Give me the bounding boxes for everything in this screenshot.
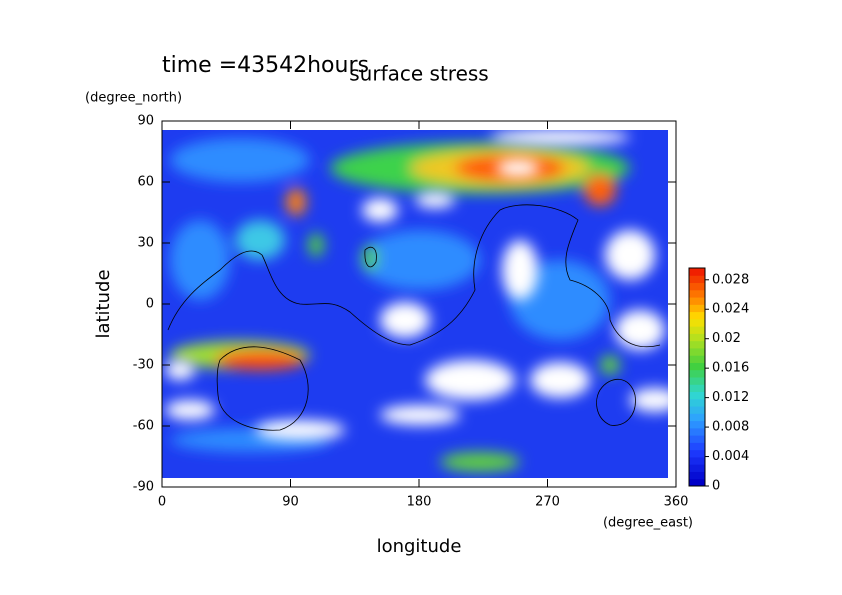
colorbar-band — [689, 406, 705, 414]
colorbar-band — [689, 398, 705, 407]
colorbar-band — [689, 282, 705, 291]
colorbar-band — [689, 413, 705, 422]
y-tick-label: -90 — [133, 480, 154, 495]
colorbar-band — [689, 347, 705, 356]
colorbar-band — [689, 311, 705, 320]
colorbar-band — [689, 355, 705, 363]
colorbar-tick-label: 0.016 — [712, 361, 749, 376]
colorbar-band — [689, 268, 705, 276]
colorbar-tick-label: 0.02 — [712, 331, 741, 346]
colorbar-band — [689, 326, 705, 334]
x-tick-label: 0 — [158, 495, 166, 510]
colorbar-band — [689, 420, 705, 429]
colorbar-band — [689, 289, 705, 298]
colorbar-tick-label: 0.008 — [712, 420, 749, 435]
colorbar-band — [689, 442, 705, 451]
colorbar-band — [689, 369, 705, 378]
colorbar-frame — [688, 267, 706, 487]
y-tick-label: -30 — [133, 358, 154, 373]
subtitle: time =43542hours — [162, 53, 369, 78]
colorbar-band — [689, 304, 705, 313]
x-axis-label: longitude — [377, 536, 462, 557]
x-tick-label: 180 — [407, 495, 432, 510]
chart-title: surface stress — [349, 62, 488, 86]
colorbar-tick-label: 0.028 — [712, 272, 749, 287]
colorbar-band — [689, 377, 705, 385]
colorbar-band — [689, 275, 705, 284]
y-axis-label: latitude — [93, 269, 114, 338]
colorbar-band — [689, 456, 705, 465]
y-tick-label: 60 — [137, 175, 154, 190]
colorbar-tick-label: 0 — [712, 479, 720, 494]
colorbar-band — [689, 340, 705, 349]
x-tick-label: 90 — [282, 495, 299, 510]
colorbar-tick-label: 0.024 — [712, 302, 749, 317]
x-unit: (degree_east) — [603, 516, 693, 531]
y-unit: (degree_north) — [85, 91, 182, 106]
x-tick-label: 270 — [535, 495, 560, 510]
y-tick-label: 90 — [137, 114, 154, 129]
colorbar-band — [689, 449, 705, 458]
colorbar-band — [689, 318, 705, 327]
y-tick-label: 0 — [146, 297, 154, 312]
y-tick-label: 30 — [137, 236, 154, 251]
colorbar-band — [689, 384, 705, 393]
colorbar-band — [689, 362, 705, 371]
colorbar-band — [689, 435, 705, 443]
colorbar-tick-label: 0.004 — [712, 449, 749, 464]
colorbar-band — [689, 478, 705, 487]
colorbar-band — [689, 464, 705, 472]
colorbar-tick-label: 0.012 — [712, 390, 749, 405]
contour-field — [162, 130, 668, 478]
x-tick-label: 360 — [664, 495, 689, 510]
colorbar-band — [689, 427, 705, 436]
colorbar-band — [689, 471, 705, 480]
colorbar-band — [689, 391, 705, 400]
colorbar-band — [689, 297, 705, 305]
colorbar-band — [689, 333, 705, 342]
y-tick-label: -60 — [133, 419, 154, 434]
